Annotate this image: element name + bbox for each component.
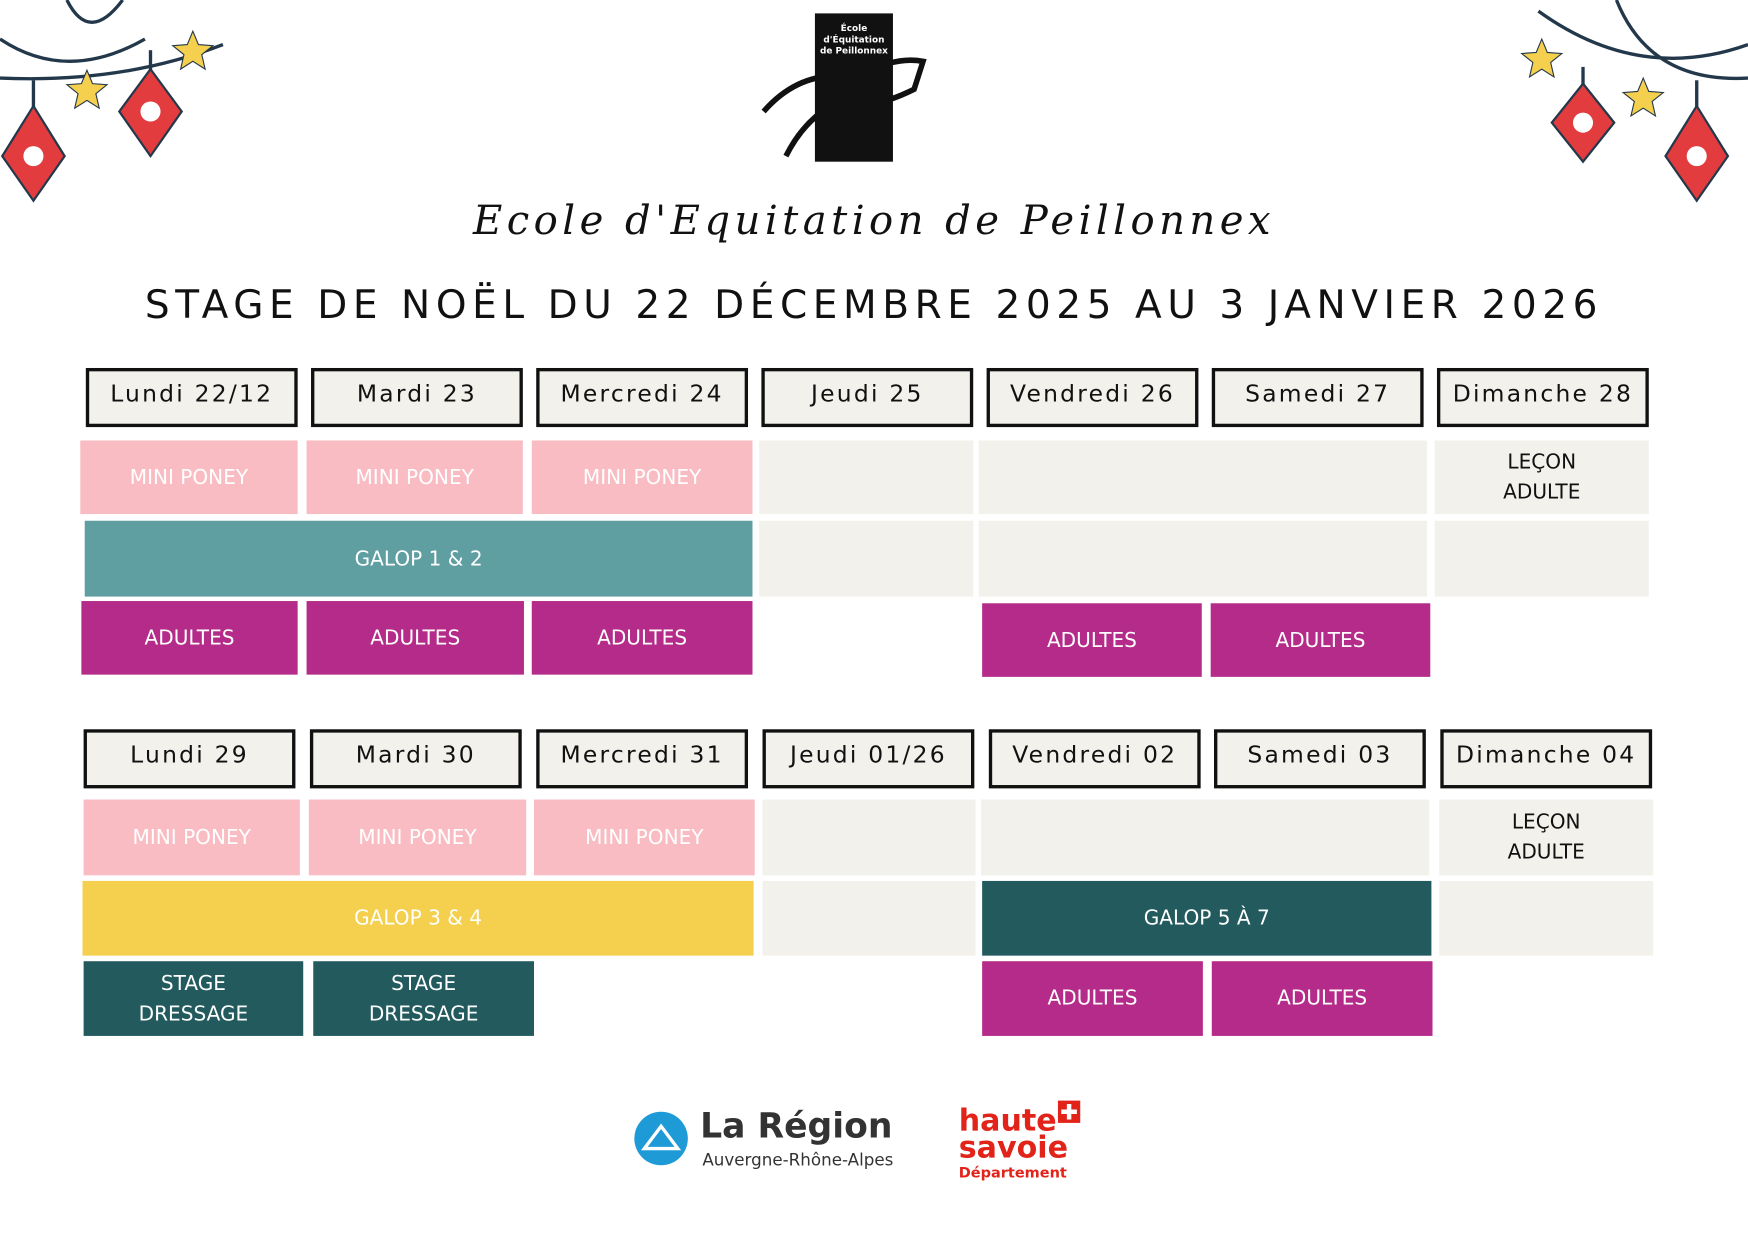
dept-line3: Département (958, 1164, 1067, 1182)
activity: ADULTES (982, 961, 1203, 1036)
empty-slot (1434, 520, 1649, 597)
empty-slot (978, 440, 1427, 515)
empty-slot (762, 880, 976, 956)
region-sub: Auvergne-Rhône-Alpes (702, 1149, 894, 1170)
dept-line1: haute (958, 1103, 1057, 1138)
activity: LEÇON ADULTE (1439, 799, 1654, 876)
day-header: Mardi 30 (309, 729, 522, 789)
empty-slot (978, 520, 1427, 597)
day-header: Vendredi 02 (988, 729, 1201, 789)
empty-slot (1439, 880, 1654, 956)
empty-slot (762, 799, 976, 876)
day-header: Lundi 22/12 (85, 367, 298, 428)
activity: ADULTES (531, 601, 753, 675)
day-header: Dimanche 28 (1436, 367, 1649, 428)
activity: ADULTES (306, 601, 524, 675)
region-name: La Région (700, 1106, 893, 1147)
day-header: Vendredi 26 (986, 367, 1199, 428)
activity: MINI PONEY (83, 799, 300, 876)
heading: STAGE DE NOËL DU 22 DÉCEMBRE 2025 AU 3 J… (144, 283, 1604, 328)
activity: MINI PONEY (306, 440, 523, 515)
activity: LEÇON ADULTE (1434, 440, 1649, 515)
activity: MINI PONEY (80, 440, 298, 515)
activity: GALOP 1 & 2 (84, 520, 753, 597)
activity: ADULTES (1211, 961, 1433, 1036)
day-header: Lundi 29 (83, 729, 296, 789)
activity: STAGE DRESSAGE (313, 961, 534, 1036)
day-header: Jeudi 25 (761, 367, 974, 428)
activity: ADULTES (81, 601, 298, 675)
empty-slot (759, 520, 974, 597)
activity: GALOP 3 & 4 (82, 880, 754, 956)
activity: MINI PONEY (308, 799, 527, 876)
day-header: Samedi 03 (1214, 729, 1426, 789)
activity: GALOP 5 À 7 (982, 880, 1432, 956)
day-header: Samedi 27 (1211, 367, 1424, 428)
day-header: Mercredi 31 (536, 729, 749, 789)
day-header: Mardi 23 (311, 367, 523, 428)
activity: MINI PONEY (531, 440, 753, 515)
activity: STAGE DRESSAGE (83, 961, 304, 1036)
activity: ADULTES (1210, 603, 1431, 677)
activity: MINI PONEY (533, 799, 755, 876)
empty-slot (759, 440, 974, 515)
logo-text: École d'Équitation de Peillonnex (819, 23, 888, 56)
day-header: Dimanche 04 (1440, 729, 1653, 789)
day-header: Jeudi 01/26 (762, 729, 975, 789)
day-header: Mercredi 24 (536, 367, 749, 428)
school-title: Ecole d'Equitation de Peillonnex (472, 197, 1276, 244)
empty-slot (981, 799, 1430, 876)
activity: ADULTES (982, 603, 1202, 677)
dept-line2: savoie (958, 1130, 1068, 1165)
